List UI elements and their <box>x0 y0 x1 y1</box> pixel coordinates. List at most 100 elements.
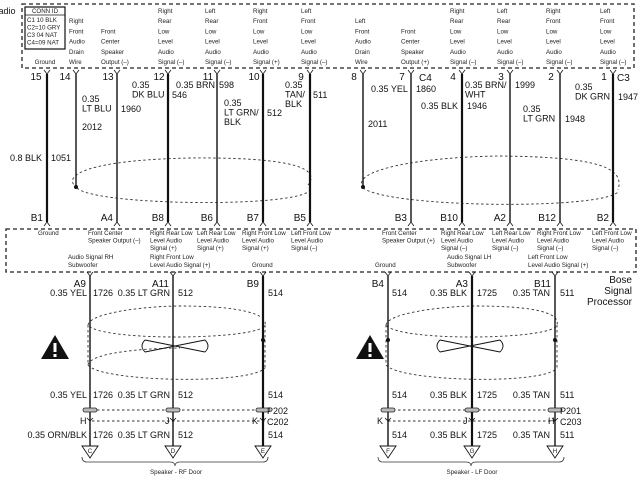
wire-label: 1860 <box>416 84 436 94</box>
pin-terminal <box>86 271 94 277</box>
conn-id-row: C1 10 BLK <box>27 17 58 24</box>
radio-pin-number: 8 <box>351 72 357 83</box>
radio-pin-number: 9 <box>298 72 304 83</box>
bose-pin-number: B3 <box>395 213 408 224</box>
radio-pin-label: Ground <box>35 59 56 66</box>
wire-label: 0.35 DK BLU <box>132 80 165 100</box>
wire-label: 1725 <box>477 430 497 440</box>
bose-pin-label: Ground <box>375 262 396 269</box>
speaker-terminal-icon <box>463 445 481 459</box>
connector-cavity <box>259 417 267 422</box>
wire-label: 511 <box>560 390 574 400</box>
radio-pin-number: 2 <box>548 72 554 83</box>
radio-pin-number: 12 <box>153 72 165 83</box>
pin-terminal <box>259 69 267 75</box>
warning-mark <box>53 343 57 352</box>
cavity-label: K <box>377 416 383 426</box>
wire-label: 0.35 TAN <box>513 430 550 440</box>
pin-terminal <box>213 221 221 227</box>
connector-id: C4 <box>419 73 432 84</box>
radio-pin-label: Front Center Speaker Output (–) <box>101 28 129 66</box>
radio-pin-label: Right Rear Low Level Audio Signal (–) <box>450 8 476 66</box>
wire-label: 0.35 LT GRN/BLK <box>224 98 259 127</box>
radio-pin-label: Left Rear Low Level Audio Signal (–) <box>205 8 231 66</box>
bose-pin-number: B6 <box>201 213 214 224</box>
wire-label: 511 <box>313 90 327 100</box>
pin-terminal <box>43 69 51 75</box>
wire-label: 0.35 YEL <box>50 390 87 400</box>
radio-pin-label: Front Center Speaker Output (+) <box>401 28 429 66</box>
pin-terminal <box>43 221 51 227</box>
speaker-terminal-icon <box>254 445 272 459</box>
pin-terminal <box>506 69 514 75</box>
drain-splice <box>361 185 365 189</box>
pin-terminal <box>164 69 172 75</box>
wire-label: 511 <box>560 430 574 440</box>
radio-pin-label: Right Front Low Level Audio Signal (–) <box>546 8 572 66</box>
conn-id-row: C2=10 GRY <box>27 25 60 32</box>
speaker-terminal-icon <box>81 445 99 459</box>
wire-label: 0.35 ORN/BLK <box>27 430 87 440</box>
inline-connector-terminal <box>165 407 181 413</box>
radio-pin-number: 10 <box>248 72 260 83</box>
wire-label: 0.35 LT GRN <box>118 390 170 400</box>
wire-label: 2012 <box>82 122 102 132</box>
conn-id-header: CONN ID <box>32 8 59 15</box>
wire-label: 0.35 LT GRN <box>118 430 170 440</box>
bose-pin-label: Front Center Speaker Output (–) <box>88 230 141 245</box>
radio-pin-number: 14 <box>59 72 71 83</box>
radio-pin-label: Left Rear Low Level Audio Signal (–) <box>497 8 523 66</box>
radio-pin-label: Left Front Low Level Audio Signal (–) <box>301 8 327 66</box>
bose-pin-number: A3 <box>456 279 469 290</box>
wire-label: 1960 <box>121 104 141 114</box>
speaker-terminal-icon <box>164 445 182 459</box>
pin-terminal <box>407 69 415 75</box>
bose-pin-label: Left Rear Low Level Audio Signal (+) <box>197 230 236 252</box>
pin-terminal <box>306 69 314 75</box>
rf-door-brace <box>81 456 269 467</box>
terminal-label: H <box>553 448 557 455</box>
bose-pin-label: Right Rear Low Level Audio Signal (–) <box>441 230 484 252</box>
radio-pin-label: Right Front Low Level Audio Signal (+) <box>253 8 280 66</box>
wire-label: 0.35 TAN <box>513 390 550 400</box>
wire-label: 1726 <box>93 430 113 440</box>
cavity-label: H <box>548 416 555 426</box>
inline-connector-terminal <box>547 407 563 413</box>
connector-cavity <box>551 417 559 422</box>
wire-label: 0.35 BLK <box>430 390 467 400</box>
twisted-pair-icon <box>141 339 209 353</box>
wire-label: 0.35 TAN <box>513 288 550 298</box>
bose-processor-outline <box>5 228 637 273</box>
wire-label: 514 <box>392 390 407 400</box>
bose-pin-number: B10 <box>440 213 458 224</box>
bose-pin-number: A2 <box>494 213 507 224</box>
bose-pin-number: B11 <box>534 279 551 290</box>
pin-terminal <box>551 271 559 277</box>
bose-pin-label: Left Front Low Level Audio Signal (–) <box>291 230 331 252</box>
terminal-label: G <box>470 448 475 455</box>
connector-cavity <box>468 417 476 422</box>
drain-splice <box>553 338 557 342</box>
pin-terminal <box>407 221 415 227</box>
radio-pin-number: 11 <box>203 72 214 83</box>
connector-cavity <box>169 417 177 422</box>
wire-label: 514 <box>392 430 407 440</box>
wire-label: 0.35 LT GRN <box>523 104 555 124</box>
wire-label: 0.35 BLK <box>421 101 458 111</box>
pin-terminal <box>556 221 564 227</box>
drain-splice <box>74 185 78 189</box>
wire-label: 514 <box>268 390 283 400</box>
wire-label: 514 <box>268 430 283 440</box>
drain-splice <box>261 338 265 342</box>
bose-pin-number: B5 <box>294 213 307 224</box>
lf-door-label: Speaker - LF Door <box>447 469 498 476</box>
wire-label: 598 <box>219 80 234 90</box>
pin-terminal <box>384 271 392 277</box>
bose-pin-number: B8 <box>152 213 165 224</box>
connector-id: C202 <box>267 417 289 427</box>
pin-terminal <box>609 69 617 75</box>
terminal-label: D <box>171 448 176 455</box>
bose-pin-number: B4 <box>372 279 385 290</box>
pin-terminal <box>468 271 476 277</box>
radio-pin-label: Right Front Audio Drain Wire <box>69 18 85 66</box>
